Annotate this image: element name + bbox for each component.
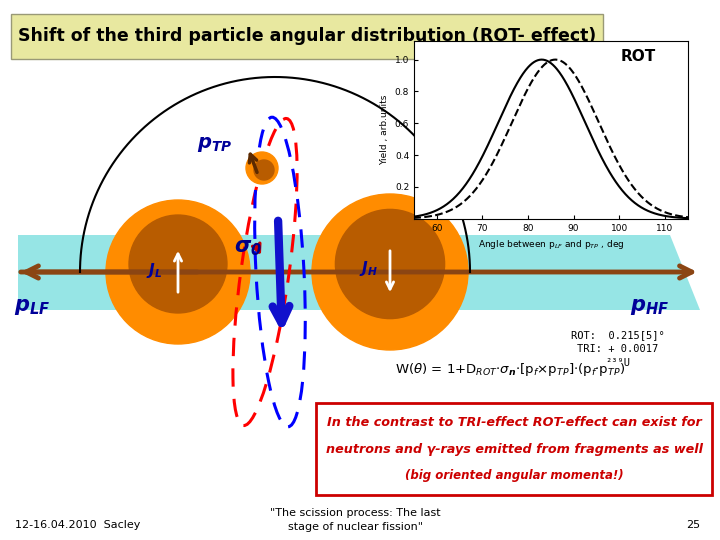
X-axis label: Angle between p$_{LF}$ and p$_{TP}$ , deg: Angle between p$_{LF}$ and p$_{TP}$ , de…	[477, 238, 624, 251]
FancyBboxPatch shape	[316, 403, 712, 495]
Circle shape	[254, 160, 274, 180]
Text: $\bfit{J}_H$: $\bfit{J}_H$	[359, 259, 378, 278]
Circle shape	[312, 194, 468, 350]
Text: $\bfit{J}_L$: $\bfit{J}_L$	[145, 260, 162, 280]
Text: In the contrast to TRI-effect ROT-effect can exist for: In the contrast to TRI-effect ROT-effect…	[327, 416, 701, 429]
Circle shape	[129, 215, 227, 313]
Text: ROT:  0.215[5]°
TRI: + 0.0017
²³⁹U: ROT: 0.215[5]° TRI: + 0.0017 ²³⁹U	[571, 330, 665, 368]
Circle shape	[336, 210, 445, 319]
Text: neutrons and γ-rays emitted from fragments as well: neutrons and γ-rays emitted from fragmen…	[325, 443, 703, 456]
Text: "The scission process: The last
stage of nuclear fission": "The scission process: The last stage of…	[270, 508, 441, 531]
Text: W($\theta$) = 1+D$_{ROT}$$\cdot$$\sigma_{\bfit{n}}$$\cdot$[p$_f$$\times$p$_{TP}$: W($\theta$) = 1+D$_{ROT}$$\cdot$$\sigma_…	[395, 361, 625, 379]
Text: 25: 25	[686, 520, 700, 530]
Text: $\bfit{p}_{HF}$: $\bfit{p}_{HF}$	[630, 297, 670, 317]
Text: $\bfit{p}_{TP}$: $\bfit{p}_{TP}$	[197, 136, 233, 154]
Text: ROT: ROT	[621, 49, 656, 64]
Text: (big oriented angular momenta!): (big oriented angular momenta!)	[405, 469, 624, 482]
Circle shape	[246, 152, 278, 184]
Text: $\bfit{p}_{LF}$: $\bfit{p}_{LF}$	[14, 297, 50, 317]
Text: Shift of the third particle angular distribution (ROT- effect): Shift of the third particle angular dist…	[18, 27, 596, 45]
Text: 12-16.04.2010  Sacley: 12-16.04.2010 Sacley	[15, 520, 140, 530]
Circle shape	[106, 200, 250, 344]
Text: $\bfit{\sigma}_0$: $\bfit{\sigma}_0$	[234, 238, 262, 258]
Y-axis label: Yield , arb.units: Yield , arb.units	[380, 94, 390, 165]
Polygon shape	[18, 235, 700, 310]
FancyBboxPatch shape	[11, 14, 603, 59]
